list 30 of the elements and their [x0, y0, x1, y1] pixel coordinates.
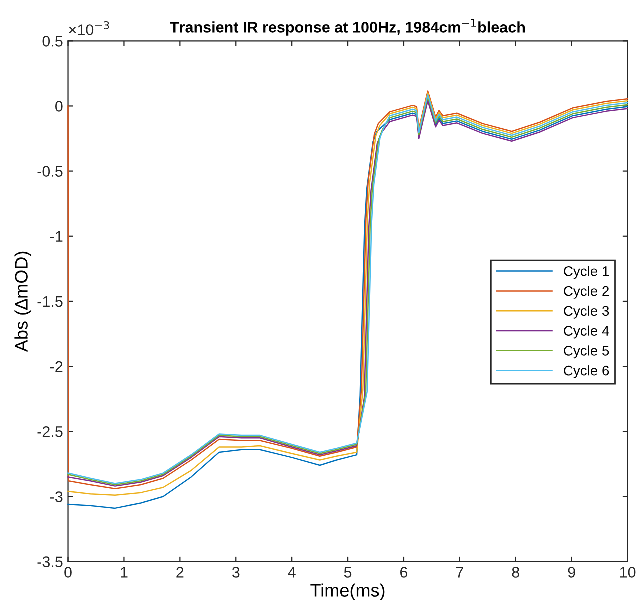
- x-tick-label: 6: [400, 567, 408, 578]
- y-tick-label: -2.5: [38, 426, 63, 438]
- x-tick-label: 9: [568, 567, 576, 578]
- legend-label: Cycle 3: [564, 306, 610, 319]
- y-axis-title: Abs (∆mOD): [14, 252, 32, 352]
- x-tick-label: 4: [288, 567, 296, 578]
- y-tick-label: -3: [50, 492, 63, 502]
- legend-label: Cycle 1: [564, 266, 610, 280]
- y-tick-label: -2: [50, 361, 63, 372]
- y-tick-label: -3.5: [38, 556, 63, 568]
- x-tick-label: 3: [232, 567, 240, 578]
- legend-label: Cycle 4: [564, 326, 610, 339]
- y-tick-label: 0: [56, 101, 63, 112]
- y-tick-label: -1.5: [38, 296, 63, 308]
- x-tick-label: 5: [344, 567, 352, 578]
- x-tick-label: 0: [64, 567, 72, 578]
- chart-title: Transient IR response at 100Hz, 1984cm$^{−1}$bleach: [170, 19, 526, 36]
- x-axis-title: Time(ms): [310, 584, 385, 601]
- x-tick-label: 10: [620, 567, 636, 578]
- y-tick-label: -0.5: [38, 166, 63, 177]
- x-tick-label: 7: [456, 567, 464, 578]
- legend-label: Cycle 5: [564, 346, 610, 359]
- x-tick-label: 2: [176, 567, 184, 578]
- legend-label: Cycle 2: [564, 286, 609, 299]
- x-tick-label: 8: [512, 567, 520, 578]
- text: ×10$^{−3}$: [69, 21, 110, 36]
- y-tick-label: -1: [50, 231, 63, 242]
- y-tick-label: 0.5: [42, 36, 63, 47]
- x-tick-label: 1: [121, 567, 128, 578]
- legend-label: Cycle 6: [564, 366, 610, 379]
